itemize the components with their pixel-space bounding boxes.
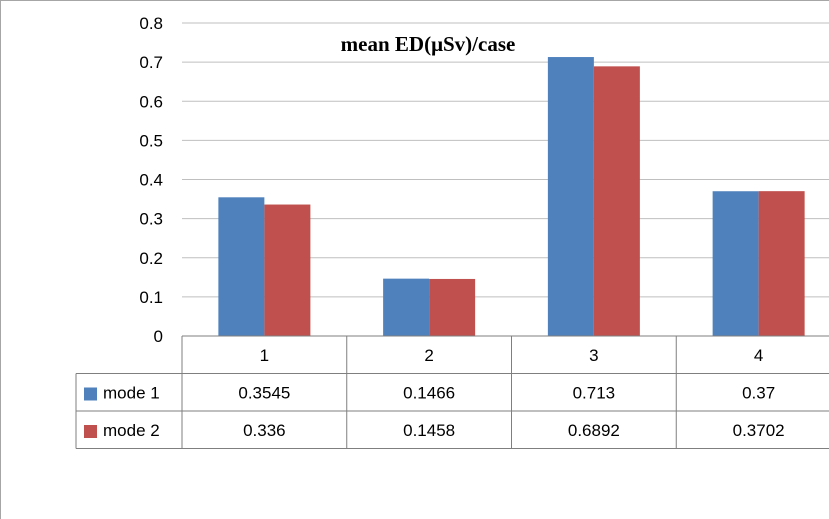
bars	[218, 57, 805, 337]
y-tick-label: 0.3	[139, 210, 163, 229]
data-label: 0.3545	[238, 384, 290, 403]
y-axis-labels: 0 0.1 0.2 0.3 0.4 0.5 0.6 0.7 0.8	[139, 14, 163, 346]
y-tick-label: 0	[154, 327, 163, 346]
y-tick-label: 0.1	[139, 288, 163, 307]
bar-mode-1-cat-4	[712, 191, 759, 336]
data-label: 0.336	[243, 421, 286, 440]
bar-mode-1-cat-3	[547, 57, 594, 336]
bar-mode-2-cat-3	[593, 66, 640, 337]
x-tick-label: 2	[424, 346, 433, 365]
x-tick-label: 3	[589, 346, 598, 365]
legend-swatch	[84, 425, 97, 438]
legend-label: mode 2	[103, 421, 160, 440]
x-tick-label: 4	[754, 346, 763, 365]
data-table: 1 2 3 4 mode 1 0.3545 0.1466 0.713 0.37 mode 2 0.3…	[75, 335, 829, 449]
legend-swatch	[84, 387, 97, 401]
bar-mode-2-cat-1	[264, 204, 311, 336]
data-label: 0.1458	[403, 421, 455, 440]
y-tick-label: 0.7	[139, 53, 163, 72]
bar-mode-2-cat-2	[429, 278, 476, 336]
data-label: 0.3702	[733, 421, 785, 440]
bar-mode-2-cat-4	[758, 191, 805, 336]
bar-mode-1-cat-2	[383, 278, 430, 336]
y-tick-label: 0.8	[139, 14, 163, 33]
chart-title: mean ED(μSv)/case	[341, 32, 516, 56]
y-tick-label: 0.6	[139, 92, 163, 111]
data-label: 0.37	[742, 384, 775, 403]
bar-mode-1-cat-1	[218, 197, 265, 336]
x-tick-label: 1	[260, 346, 269, 365]
y-tick-label: 0.2	[139, 249, 163, 268]
data-label: 0.6892	[568, 421, 620, 440]
legend-label: mode 1	[103, 384, 160, 403]
y-tick-label: 0.5	[139, 131, 163, 150]
data-label: 0.713	[573, 384, 616, 403]
y-tick-label: 0.4	[139, 171, 163, 190]
data-label: 0.1466	[403, 384, 455, 403]
